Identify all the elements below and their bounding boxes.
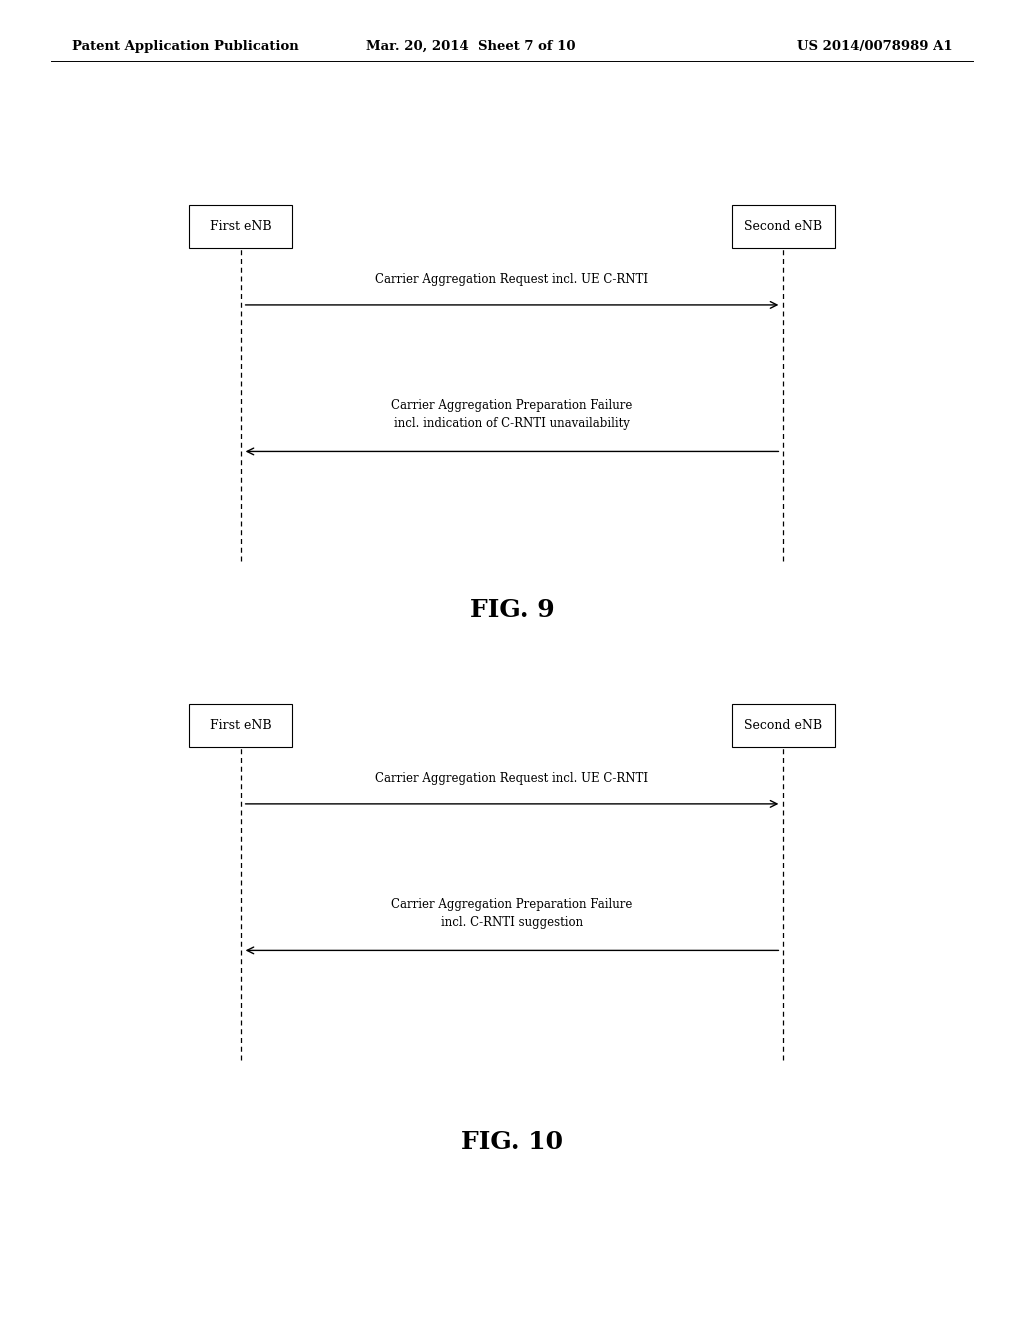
Text: incl. indication of C-RNTI unavailability: incl. indication of C-RNTI unavailabilit… [394,417,630,430]
FancyBboxPatch shape [189,704,292,747]
Text: Carrier Aggregation Preparation Failure: Carrier Aggregation Preparation Failure [391,399,633,412]
Text: Mar. 20, 2014  Sheet 7 of 10: Mar. 20, 2014 Sheet 7 of 10 [367,40,575,53]
Text: US 2014/0078989 A1: US 2014/0078989 A1 [797,40,952,53]
Text: First eNB: First eNB [210,220,271,232]
FancyBboxPatch shape [732,205,835,248]
Text: Carrier Aggregation Request incl. UE C-RNTI: Carrier Aggregation Request incl. UE C-R… [376,772,648,785]
Text: Patent Application Publication: Patent Application Publication [72,40,298,53]
Text: First eNB: First eNB [210,719,271,731]
FancyBboxPatch shape [189,205,292,248]
Text: FIG. 10: FIG. 10 [461,1130,563,1154]
Text: Second eNB: Second eNB [744,719,822,731]
Text: Carrier Aggregation Preparation Failure: Carrier Aggregation Preparation Failure [391,898,633,911]
Text: Carrier Aggregation Request incl. UE C-RNTI: Carrier Aggregation Request incl. UE C-R… [376,273,648,286]
Text: Second eNB: Second eNB [744,220,822,232]
Text: incl. C-RNTI suggestion: incl. C-RNTI suggestion [441,916,583,929]
FancyBboxPatch shape [732,704,835,747]
Text: FIG. 9: FIG. 9 [470,598,554,622]
